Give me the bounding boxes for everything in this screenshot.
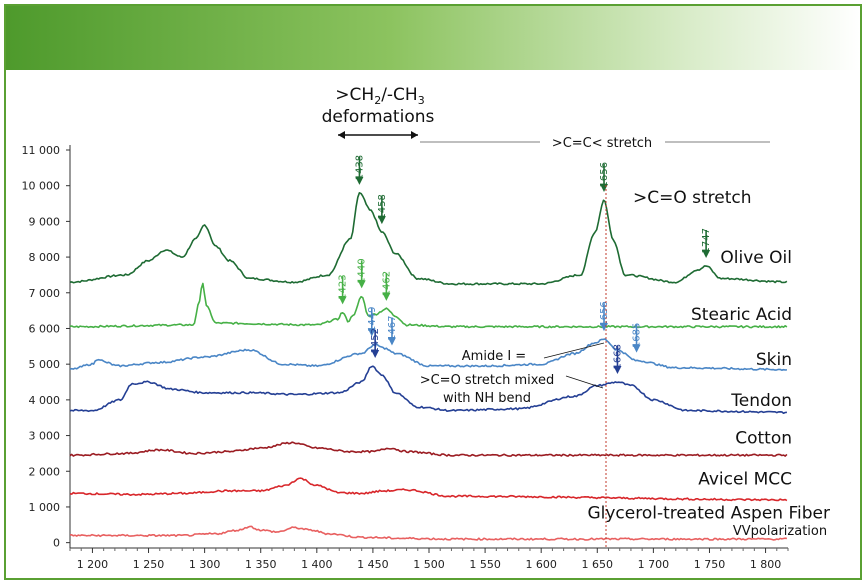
chart-frame bbox=[4, 4, 862, 580]
amide-pointer-1 bbox=[543, 342, 605, 359]
peak-arrow-head bbox=[382, 292, 391, 301]
series-labels: Olive Oil Stearic Acid Skin Tendon Cotton Avi… bbox=[587, 248, 830, 523]
peak-arrow-head bbox=[632, 344, 641, 353]
peak-arrow-head bbox=[613, 366, 622, 375]
series-layer bbox=[69, 192, 788, 541]
x-tick-label: 1 800 bbox=[750, 558, 782, 571]
series-line-tendon bbox=[69, 365, 787, 414]
series-label-avicel: Avicel MCC bbox=[698, 469, 792, 489]
x-tick-label: 1 200 bbox=[77, 558, 109, 571]
y-tick-label: 6 000 bbox=[29, 322, 61, 335]
y-tick-label: 8 000 bbox=[29, 251, 61, 264]
co-stretch-label: >C=O stretch bbox=[633, 188, 752, 208]
y-tick-label: 7 000 bbox=[29, 287, 61, 300]
x-tick-label: 1 300 bbox=[189, 558, 221, 571]
peak-arrow-head bbox=[702, 250, 711, 259]
series-label-skin: Skin bbox=[756, 350, 792, 370]
series-label-cotton: Cotton bbox=[735, 428, 792, 448]
peak-labels: 1438145816561747142314401462144914671656… bbox=[338, 155, 712, 375]
amide-line2: >C=O stretch mixed bbox=[420, 373, 555, 388]
x-tick-label: 1 350 bbox=[245, 558, 277, 571]
series-label-tendon: Tendon bbox=[730, 391, 792, 411]
header-banner bbox=[6, 6, 860, 70]
amide-line3: with NH bend bbox=[443, 391, 531, 406]
series-line-skin bbox=[69, 338, 787, 371]
cc-stretch-label: >C=C< stretch bbox=[552, 136, 652, 151]
y-tick-label: 4 000 bbox=[29, 394, 61, 407]
ch-deform-subtitle: deformations bbox=[322, 107, 435, 127]
peak-arrow-head bbox=[338, 296, 347, 305]
peak-arrow-head bbox=[355, 176, 364, 185]
x-tick-label: 1 500 bbox=[413, 558, 445, 571]
series-line-olive-oil bbox=[69, 192, 788, 286]
series-line-stearic-acid bbox=[69, 282, 788, 329]
x-tick-label: 1 750 bbox=[694, 558, 726, 571]
x-tick-label: 1 600 bbox=[525, 558, 557, 571]
series-label-aspen: Glycerol-treated Aspen Fiber bbox=[587, 503, 830, 523]
peak-arrow-head bbox=[357, 280, 366, 289]
peak-arrow-head bbox=[367, 328, 376, 337]
x-tick-label: 1 400 bbox=[301, 558, 333, 571]
aspen-label-line2: VVpolarization bbox=[733, 524, 827, 539]
amide-pointer-2 bbox=[565, 375, 604, 389]
x-tick-label: 1 450 bbox=[357, 558, 389, 571]
amide-line1: Amide I = bbox=[462, 349, 526, 364]
y-tick-label: 5 000 bbox=[29, 358, 61, 371]
y-tick-label: 1 000 bbox=[29, 501, 61, 514]
peak-arrow-head bbox=[377, 216, 386, 225]
y-tick-label: 10 000 bbox=[22, 180, 61, 193]
ch-deform-title: >CH2/-CH3 bbox=[335, 85, 424, 107]
series-label-stearic-acid: Stearic Acid bbox=[691, 305, 792, 325]
peak-arrow-head bbox=[387, 337, 396, 346]
series-line-avicel-mcc bbox=[69, 477, 788, 502]
y-tick-label: 11 000 bbox=[22, 144, 61, 157]
axes: 0 1 000 2 000 3 000 4 000 5 000 6 000 7 000 8 00… bbox=[22, 144, 789, 571]
peak-arrow-head bbox=[371, 349, 380, 358]
x-tick-label: 1 250 bbox=[133, 558, 165, 571]
y-tick-label: 9 000 bbox=[29, 215, 61, 228]
series-line-glycerol-treated-aspen-fiber-vv-polarization bbox=[69, 525, 787, 541]
series-line-cotton bbox=[69, 441, 788, 457]
series-label-olive-oil: Olive Oil bbox=[720, 248, 792, 268]
x-tick-label: 1 700 bbox=[638, 558, 670, 571]
x-tick-label: 1 650 bbox=[582, 558, 614, 571]
y-tick-label: 3 000 bbox=[29, 430, 61, 443]
y-tick-label: 2 000 bbox=[29, 465, 61, 478]
y-tick-label: 0 bbox=[53, 537, 60, 550]
x-tick-label: 1 550 bbox=[469, 558, 501, 571]
